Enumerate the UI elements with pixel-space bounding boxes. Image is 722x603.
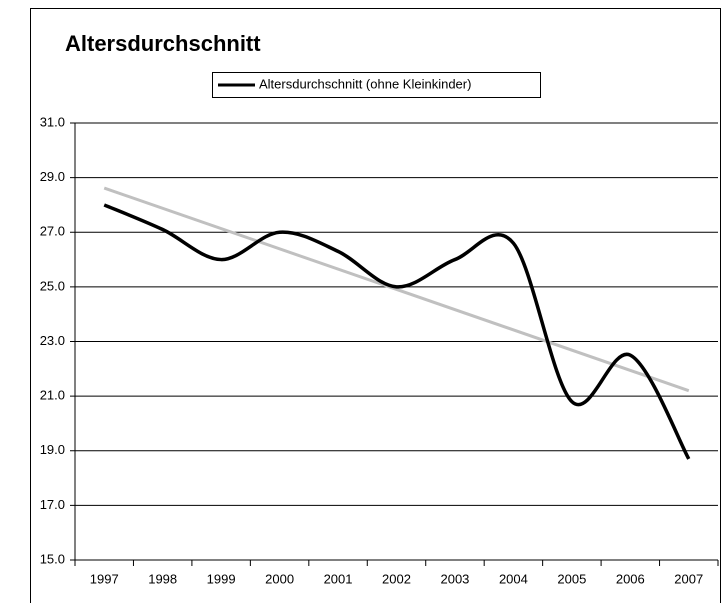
series-line bbox=[103, 203, 691, 460]
x-tick-label: 2004 bbox=[499, 571, 528, 586]
y-tick-label: 25.0 bbox=[40, 278, 65, 293]
y-tick-label: 19.0 bbox=[40, 442, 65, 457]
x-tick-label: 2001 bbox=[324, 571, 353, 586]
x-tick-label: 2005 bbox=[557, 571, 586, 586]
y-tick-label: 17.0 bbox=[40, 497, 65, 512]
x-tick-label: 2002 bbox=[382, 571, 411, 586]
x-tick-label: 2003 bbox=[440, 571, 469, 586]
x-tick-label: 1999 bbox=[207, 571, 236, 586]
y-tick-label: 15.0 bbox=[40, 551, 65, 566]
x-tick-label: 2000 bbox=[265, 571, 294, 586]
trendline bbox=[103, 186, 690, 393]
x-tick-label: 1998 bbox=[148, 571, 177, 586]
y-tick-label: 29.0 bbox=[40, 169, 65, 184]
legend-label: Altersdurchschnitt (ohne Kleinkinder) bbox=[259, 76, 471, 91]
chart-title: Altersdurchschnitt bbox=[65, 31, 261, 56]
x-tick-label: 2007 bbox=[674, 571, 703, 586]
x-tick-label: 2006 bbox=[616, 571, 645, 586]
y-tick-label: 21.0 bbox=[40, 388, 65, 403]
legend-box bbox=[212, 72, 541, 98]
chart-frame bbox=[30, 8, 721, 603]
y-tick-label: 27.0 bbox=[40, 224, 65, 239]
x-tick-label: 1997 bbox=[90, 571, 119, 586]
y-tick-label: 23.0 bbox=[40, 333, 65, 348]
y-tick-label: 31.0 bbox=[40, 114, 65, 129]
